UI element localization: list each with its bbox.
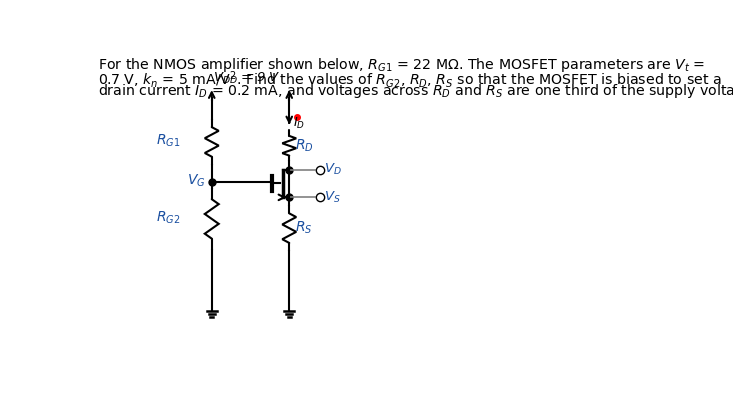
- Text: For the NMOS amplifier shown below, $R_{G1}$ = 22 M$\Omega$. The MOSFET paramete: For the NMOS amplifier shown below, $R_{…: [97, 56, 705, 74]
- Text: $V_{DD}$ = 9 V: $V_{DD}$ = 9 V: [213, 70, 281, 86]
- Text: $R_{G2}$: $R_{G2}$: [156, 209, 181, 225]
- Text: $I_D$: $I_D$: [293, 116, 305, 131]
- Text: $R_D$: $R_D$: [295, 137, 314, 154]
- Text: $R_{G1}$: $R_{G1}$: [156, 132, 181, 149]
- Text: drain current $I_D$ = 0.2 mA, and voltages across $R_D$ and $R_S$ are one third : drain current $I_D$ = 0.2 mA, and voltag…: [97, 82, 733, 100]
- Text: $V_G$: $V_G$: [187, 172, 205, 189]
- Text: $R_S$: $R_S$: [295, 220, 313, 236]
- Text: $V_D$: $V_D$: [324, 162, 342, 177]
- Text: 0.7 V, $k_n$ = 5 mA/V$^2$. Find the values of $R_{G2}$, $R_D$, $R_S$ so that the: 0.7 V, $k_n$ = 5 mA/V$^2$. Find the valu…: [97, 69, 721, 90]
- Text: $V_S$: $V_S$: [324, 190, 341, 205]
